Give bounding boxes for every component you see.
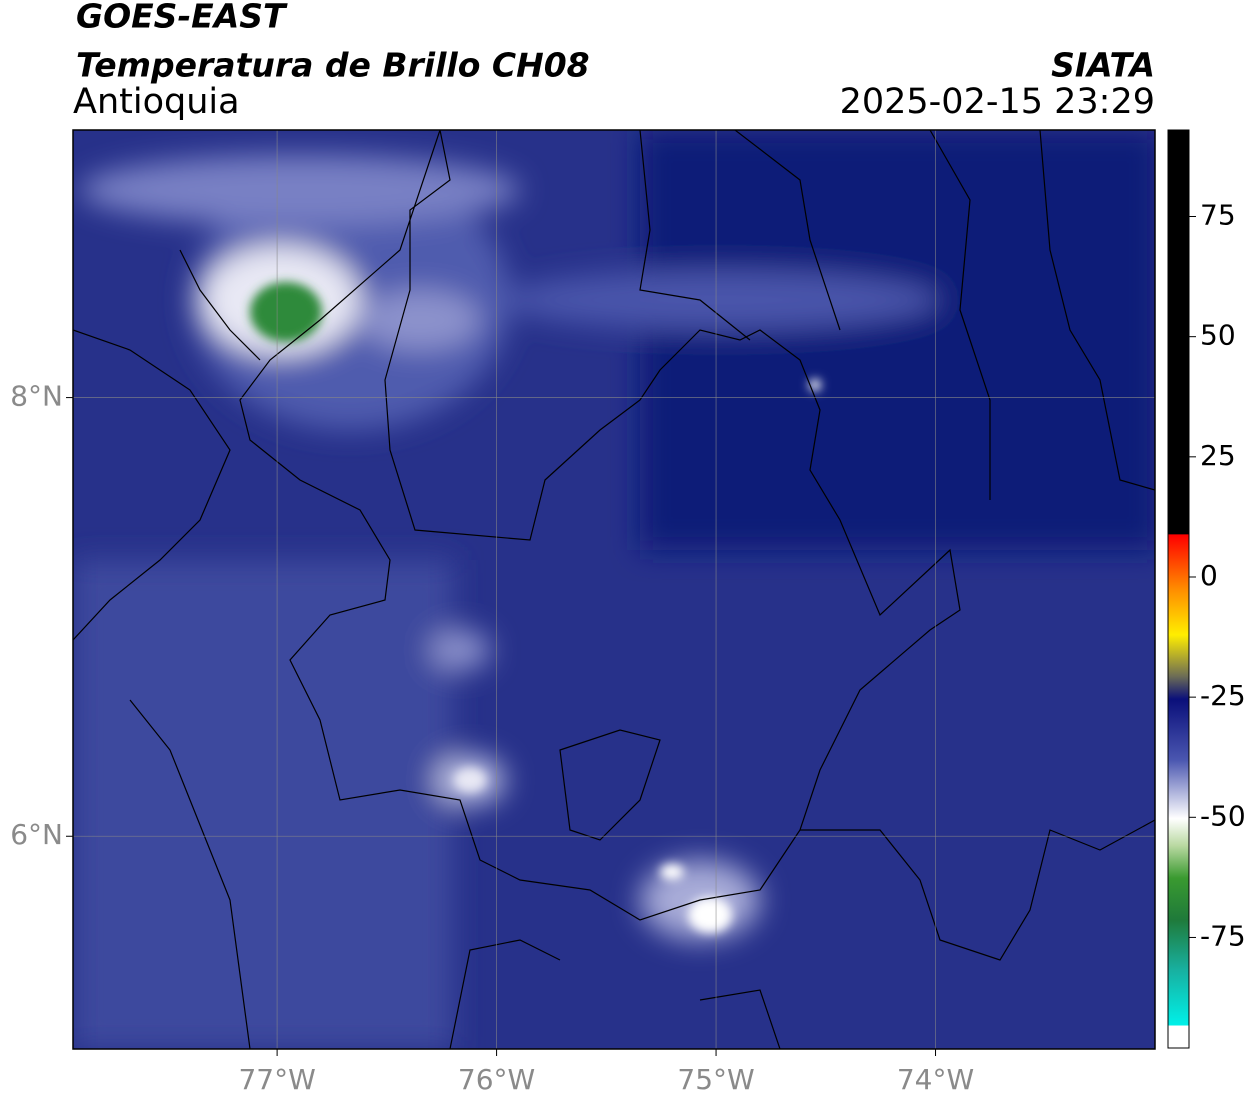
- colorbar-tick-label: -50: [1200, 799, 1246, 832]
- x-tick-label: 74°W: [897, 1063, 974, 1096]
- map-frame: [72, 129, 1156, 1050]
- y-tick-label: 8°N: [10, 380, 63, 413]
- region: Antioquia: [73, 82, 240, 122]
- satellite-image: [73, 130, 1155, 1049]
- subtitle: Temperatura de Brillo CH08: [76, 46, 590, 85]
- colorbar-tick-label: -25: [1200, 679, 1246, 712]
- colorbar-tick-label: 25: [1200, 439, 1236, 472]
- x-tick-label: 76°W: [458, 1063, 535, 1096]
- grid: [73, 130, 1155, 1049]
- source: SIATA: [1051, 46, 1155, 85]
- colorbar: [1167, 129, 1190, 1049]
- colorbar-tick-label: 0: [1200, 559, 1218, 592]
- x-tick-label: 77°W: [238, 1063, 315, 1096]
- colorbar-tick-label: -75: [1200, 919, 1246, 952]
- x-tick-label: 75°W: [677, 1063, 754, 1096]
- title: GOES-EAST: [76, 0, 288, 36]
- timestamp: 2025-02-15 23:29: [840, 82, 1155, 122]
- y-tick-label: 6°N: [10, 818, 63, 851]
- colorbar-tick-label: 75: [1200, 199, 1236, 232]
- colorbar-tick-label: 50: [1200, 319, 1236, 352]
